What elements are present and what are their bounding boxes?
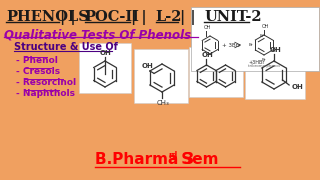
Text: UNIT-2: UNIT-2	[204, 10, 262, 24]
Text: Br: Br	[262, 58, 266, 62]
Text: OH: OH	[292, 84, 304, 90]
Text: B.Pharma 3: B.Pharma 3	[95, 152, 194, 168]
Text: OH: OH	[100, 50, 112, 56]
FancyBboxPatch shape	[189, 47, 243, 97]
Text: Br: Br	[249, 43, 253, 47]
Text: + 3Br₂: + 3Br₂	[222, 42, 240, 48]
Text: OH: OH	[202, 52, 213, 58]
FancyBboxPatch shape	[134, 49, 188, 103]
Text: Qualitative Tests Of Phenols: Qualitative Tests Of Phenols	[4, 28, 191, 41]
Text: POC-II: POC-II	[84, 10, 140, 24]
Text: | |: | |	[132, 10, 147, 25]
Text: tribromo phenol: tribromo phenol	[248, 64, 280, 68]
Text: | |: | |	[60, 10, 76, 25]
Text: OH: OH	[261, 24, 269, 28]
Text: - Cresols: - Cresols	[16, 67, 60, 76]
Text: OH: OH	[142, 63, 154, 69]
Text: OH: OH	[269, 47, 281, 53]
Text: Structure & Use Of: Structure & Use Of	[14, 42, 118, 52]
Text: | |: | |	[180, 10, 196, 25]
FancyBboxPatch shape	[79, 43, 131, 93]
FancyBboxPatch shape	[245, 39, 305, 99]
FancyBboxPatch shape	[191, 7, 319, 71]
Text: - Phenol: - Phenol	[16, 56, 58, 65]
Text: L-2: L-2	[156, 10, 182, 24]
Text: +3HBr: +3HBr	[248, 60, 265, 64]
Text: CH₃: CH₃	[156, 100, 169, 106]
Text: Br: Br	[260, 34, 264, 38]
Text: - Resorcinol: - Resorcinol	[16, 78, 76, 87]
Text: PHENOLS: PHENOLS	[6, 10, 89, 24]
Text: rd: rd	[168, 150, 177, 159]
Text: - Naphthols: - Naphthols	[16, 89, 75, 98]
Text: Sem: Sem	[176, 152, 219, 168]
Text: OH: OH	[203, 24, 211, 30]
